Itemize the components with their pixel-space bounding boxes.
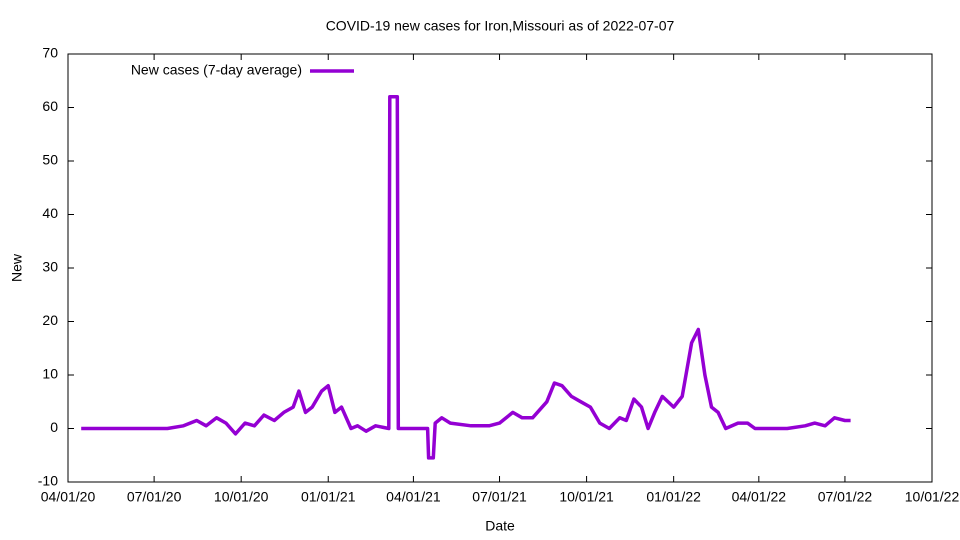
y-tick-label: -10	[38, 473, 58, 489]
x-tick-label: 04/01/21	[386, 489, 441, 505]
x-tick-label: 07/01/20	[127, 489, 182, 505]
y-tick-label: 50	[42, 152, 58, 168]
chart-title: COVID-19 new cases for Iron,Missouri as …	[326, 18, 675, 34]
x-axis-label: Date	[485, 518, 515, 534]
y-tick-label: 40	[42, 205, 58, 221]
x-tick-label: 10/01/20	[214, 489, 269, 505]
plot-frame	[67, 53, 933, 483]
x-tick-label: 07/01/22	[818, 489, 873, 505]
x-tick-label: 04/01/20	[41, 489, 96, 505]
y-axis-label: New	[9, 253, 25, 282]
series-line	[81, 95, 851, 460]
x-tick-label: 07/01/21	[472, 489, 527, 505]
x-tick-label: 01/01/21	[301, 489, 356, 505]
y-tick-label: 10	[42, 366, 58, 382]
y-tick-label: 20	[42, 312, 58, 328]
x-tick-label: 01/01/22	[646, 489, 701, 505]
y-tick-label: 60	[42, 98, 58, 114]
x-tick-label: 10/01/22	[905, 489, 960, 505]
legend-label: New cases (7-day average)	[131, 62, 302, 78]
x-tick-label: 10/01/21	[559, 489, 614, 505]
y-tick-label: 70	[42, 45, 58, 61]
x-tick-label: 04/01/22	[732, 489, 787, 505]
y-tick-label: 0	[50, 419, 58, 435]
y-tick-label: 30	[42, 259, 58, 275]
